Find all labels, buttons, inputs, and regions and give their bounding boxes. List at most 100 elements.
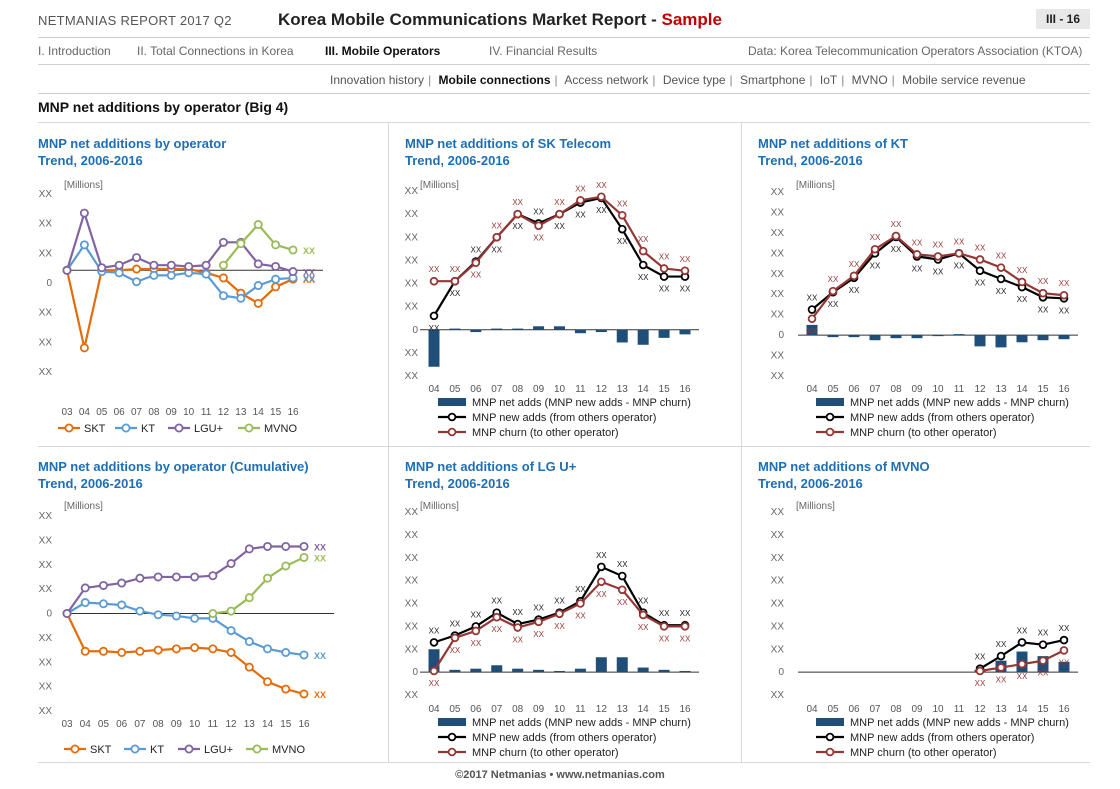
nav-mobile-operators[interactable]: III. Mobile Operators xyxy=(325,44,441,58)
bar-net-adds xyxy=(449,669,461,673)
data-point-lgu xyxy=(271,261,281,271)
data-label-churn: XX xyxy=(533,234,544,243)
data-label-newadds: XX xyxy=(1038,305,1049,314)
data-label-churn: XX xyxy=(470,271,481,280)
x-tick-label: 10 xyxy=(554,384,566,395)
end-label-lgu: XX xyxy=(303,268,315,278)
x-tick-label: 15 xyxy=(659,704,671,715)
data-point-newadds xyxy=(429,638,439,647)
subnav-access-network[interactable]: Access network xyxy=(564,73,649,87)
data-label-newadds: XX xyxy=(638,597,649,606)
data-label-churn: XX xyxy=(807,327,818,336)
data-point-lgu xyxy=(62,609,72,619)
x-tick-label: 15 xyxy=(659,384,671,395)
x-tick-label: 05 xyxy=(827,704,839,715)
x-tick-label: 15 xyxy=(1037,384,1049,395)
x-tick-label: 16 xyxy=(287,407,299,418)
data-point-churn xyxy=(933,252,943,261)
y-tick-label: XX xyxy=(771,248,785,259)
x-tick-label: 10 xyxy=(932,384,944,395)
y-tick-label: XX xyxy=(771,599,785,610)
subnav-smartphone[interactable]: Smartphone xyxy=(740,73,806,87)
y-tick-label: XX xyxy=(771,351,785,362)
data-label-churn: XX xyxy=(512,198,523,207)
data-point-skt xyxy=(117,648,127,658)
data-label-churn: XX xyxy=(596,181,607,190)
legend-marker-churn xyxy=(447,427,457,437)
grid-divider xyxy=(388,122,389,762)
subnav-mvno[interactable]: MVNO xyxy=(851,73,888,87)
chart-title-line1: MNP net additions by operator (Cumulativ… xyxy=(38,459,309,474)
bar-net-adds xyxy=(1058,661,1070,673)
data-point-skt xyxy=(253,298,263,308)
legend-marker-newadds xyxy=(825,412,835,422)
y-tick-label: XX xyxy=(39,706,53,717)
bar-net-adds xyxy=(806,324,818,336)
data-point-lgu xyxy=(184,261,194,271)
data-label-churn: XX xyxy=(617,199,628,208)
x-tick-label: 11 xyxy=(954,384,965,395)
data-point-churn xyxy=(807,314,817,324)
x-tick-label: 13 xyxy=(995,384,1007,395)
x-tick-label: 11 xyxy=(954,704,965,715)
x-tick-label: 12 xyxy=(226,719,238,730)
subnav-innovation-history[interactable]: Innovation history xyxy=(330,73,425,87)
y-tick-label: XX xyxy=(771,576,785,587)
data-point-churn xyxy=(849,271,859,281)
data-label-churn: XX xyxy=(554,198,565,207)
data-point-lgu xyxy=(62,265,72,275)
x-tick-label: 06 xyxy=(848,704,860,715)
unit-label: [Millions] xyxy=(796,501,835,512)
data-label-newadds: XX xyxy=(807,294,818,303)
chart-title-line1: MNP net additions of SK Telecom xyxy=(405,136,612,151)
subnav-mobile-service-revenue[interactable]: Mobile service revenue xyxy=(902,73,1026,87)
series-line-mvno xyxy=(222,222,294,266)
grid-divider xyxy=(38,122,1090,123)
y-tick-label: XX xyxy=(39,248,53,259)
data-label-newadds: XX xyxy=(470,246,481,255)
data-point-kt xyxy=(114,268,124,278)
data-label-churn: XX xyxy=(870,233,881,242)
bar-net-adds xyxy=(953,334,965,336)
data-label-newadds: XX xyxy=(596,206,607,215)
data-point-churn xyxy=(828,286,838,296)
data-point-churn xyxy=(534,221,543,230)
y-tick-label: XX xyxy=(39,657,53,668)
data-label-churn: XX xyxy=(891,220,902,229)
data-label-newadds: XX xyxy=(575,211,586,220)
data-point-newadds xyxy=(1017,638,1027,647)
subnav-mobile-connections[interactable]: Mobile connections xyxy=(438,73,551,87)
subnav-device-type[interactable]: Device type xyxy=(662,73,726,87)
legend-label-newadds: MNP new adds (from others operator) xyxy=(472,732,656,744)
end-label-lgu: XX xyxy=(314,542,326,552)
nav-financial-results[interactable]: IV. Financial Results xyxy=(489,44,598,58)
data-point-kt xyxy=(253,281,263,291)
y-tick-label: XX xyxy=(39,633,53,644)
nav-total-connections[interactable]: II. Total Connections in Korea xyxy=(137,44,294,58)
data-point-lgu xyxy=(208,571,218,581)
bar-net-adds xyxy=(533,326,545,330)
data-point-kt xyxy=(281,648,291,658)
legend-marker-lgu xyxy=(174,423,184,433)
bar-net-adds xyxy=(470,668,482,673)
nav-introduction[interactable]: I. Introduction xyxy=(38,44,111,58)
subnav-separator: | xyxy=(809,73,813,87)
legend-marker-newadds xyxy=(825,732,835,742)
data-point-lgu xyxy=(171,572,181,582)
subnav-iot[interactable]: IoT xyxy=(819,73,838,87)
data-point-kt xyxy=(149,270,159,280)
grid-divider xyxy=(741,122,742,762)
y-tick-label: XX xyxy=(771,289,785,300)
data-label-newadds: XX xyxy=(659,285,670,294)
legend-label-kt: KT xyxy=(141,423,155,435)
data-label-newadds: XX xyxy=(996,287,1007,296)
y-tick-label: XX xyxy=(771,690,785,701)
data-label-newadds: XX xyxy=(575,585,586,594)
data-point-kt xyxy=(244,637,254,647)
legend-marker-churn xyxy=(447,747,457,757)
data-label-newadds: XX xyxy=(470,610,481,619)
data-label-newadds: XX xyxy=(554,222,565,231)
x-tick-label: 16 xyxy=(298,719,310,730)
data-label-churn: XX xyxy=(954,237,965,246)
data-label-newadds: XX xyxy=(491,245,502,254)
